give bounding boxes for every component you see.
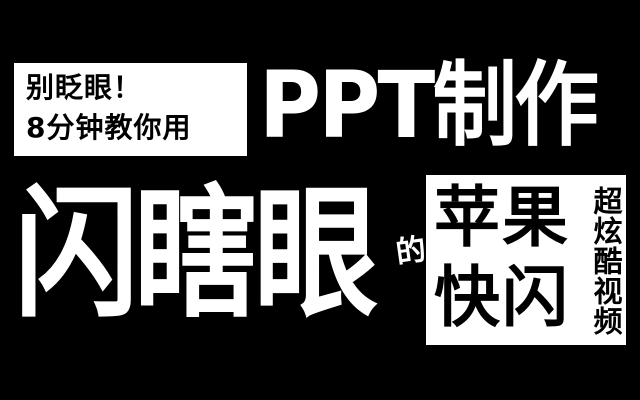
- big-title: 闪瞎眼: [14, 172, 378, 337]
- topic-vertical-text: 超炫酷视频: [589, 186, 623, 336]
- topic-row-1: 苹果: [434, 179, 570, 256]
- intro-line-1: 别眨眼！: [26, 71, 143, 104]
- intro-text-box: 别眨眼！ 8分钟教你用: [14, 63, 247, 156]
- intro-line-2: 8分钟教你用: [26, 111, 192, 144]
- topic-box: 苹果 快闪 超炫酷视频: [426, 175, 626, 345]
- topic-row-2: 快闪: [434, 259, 570, 336]
- headline: PPT制作: [259, 52, 599, 159]
